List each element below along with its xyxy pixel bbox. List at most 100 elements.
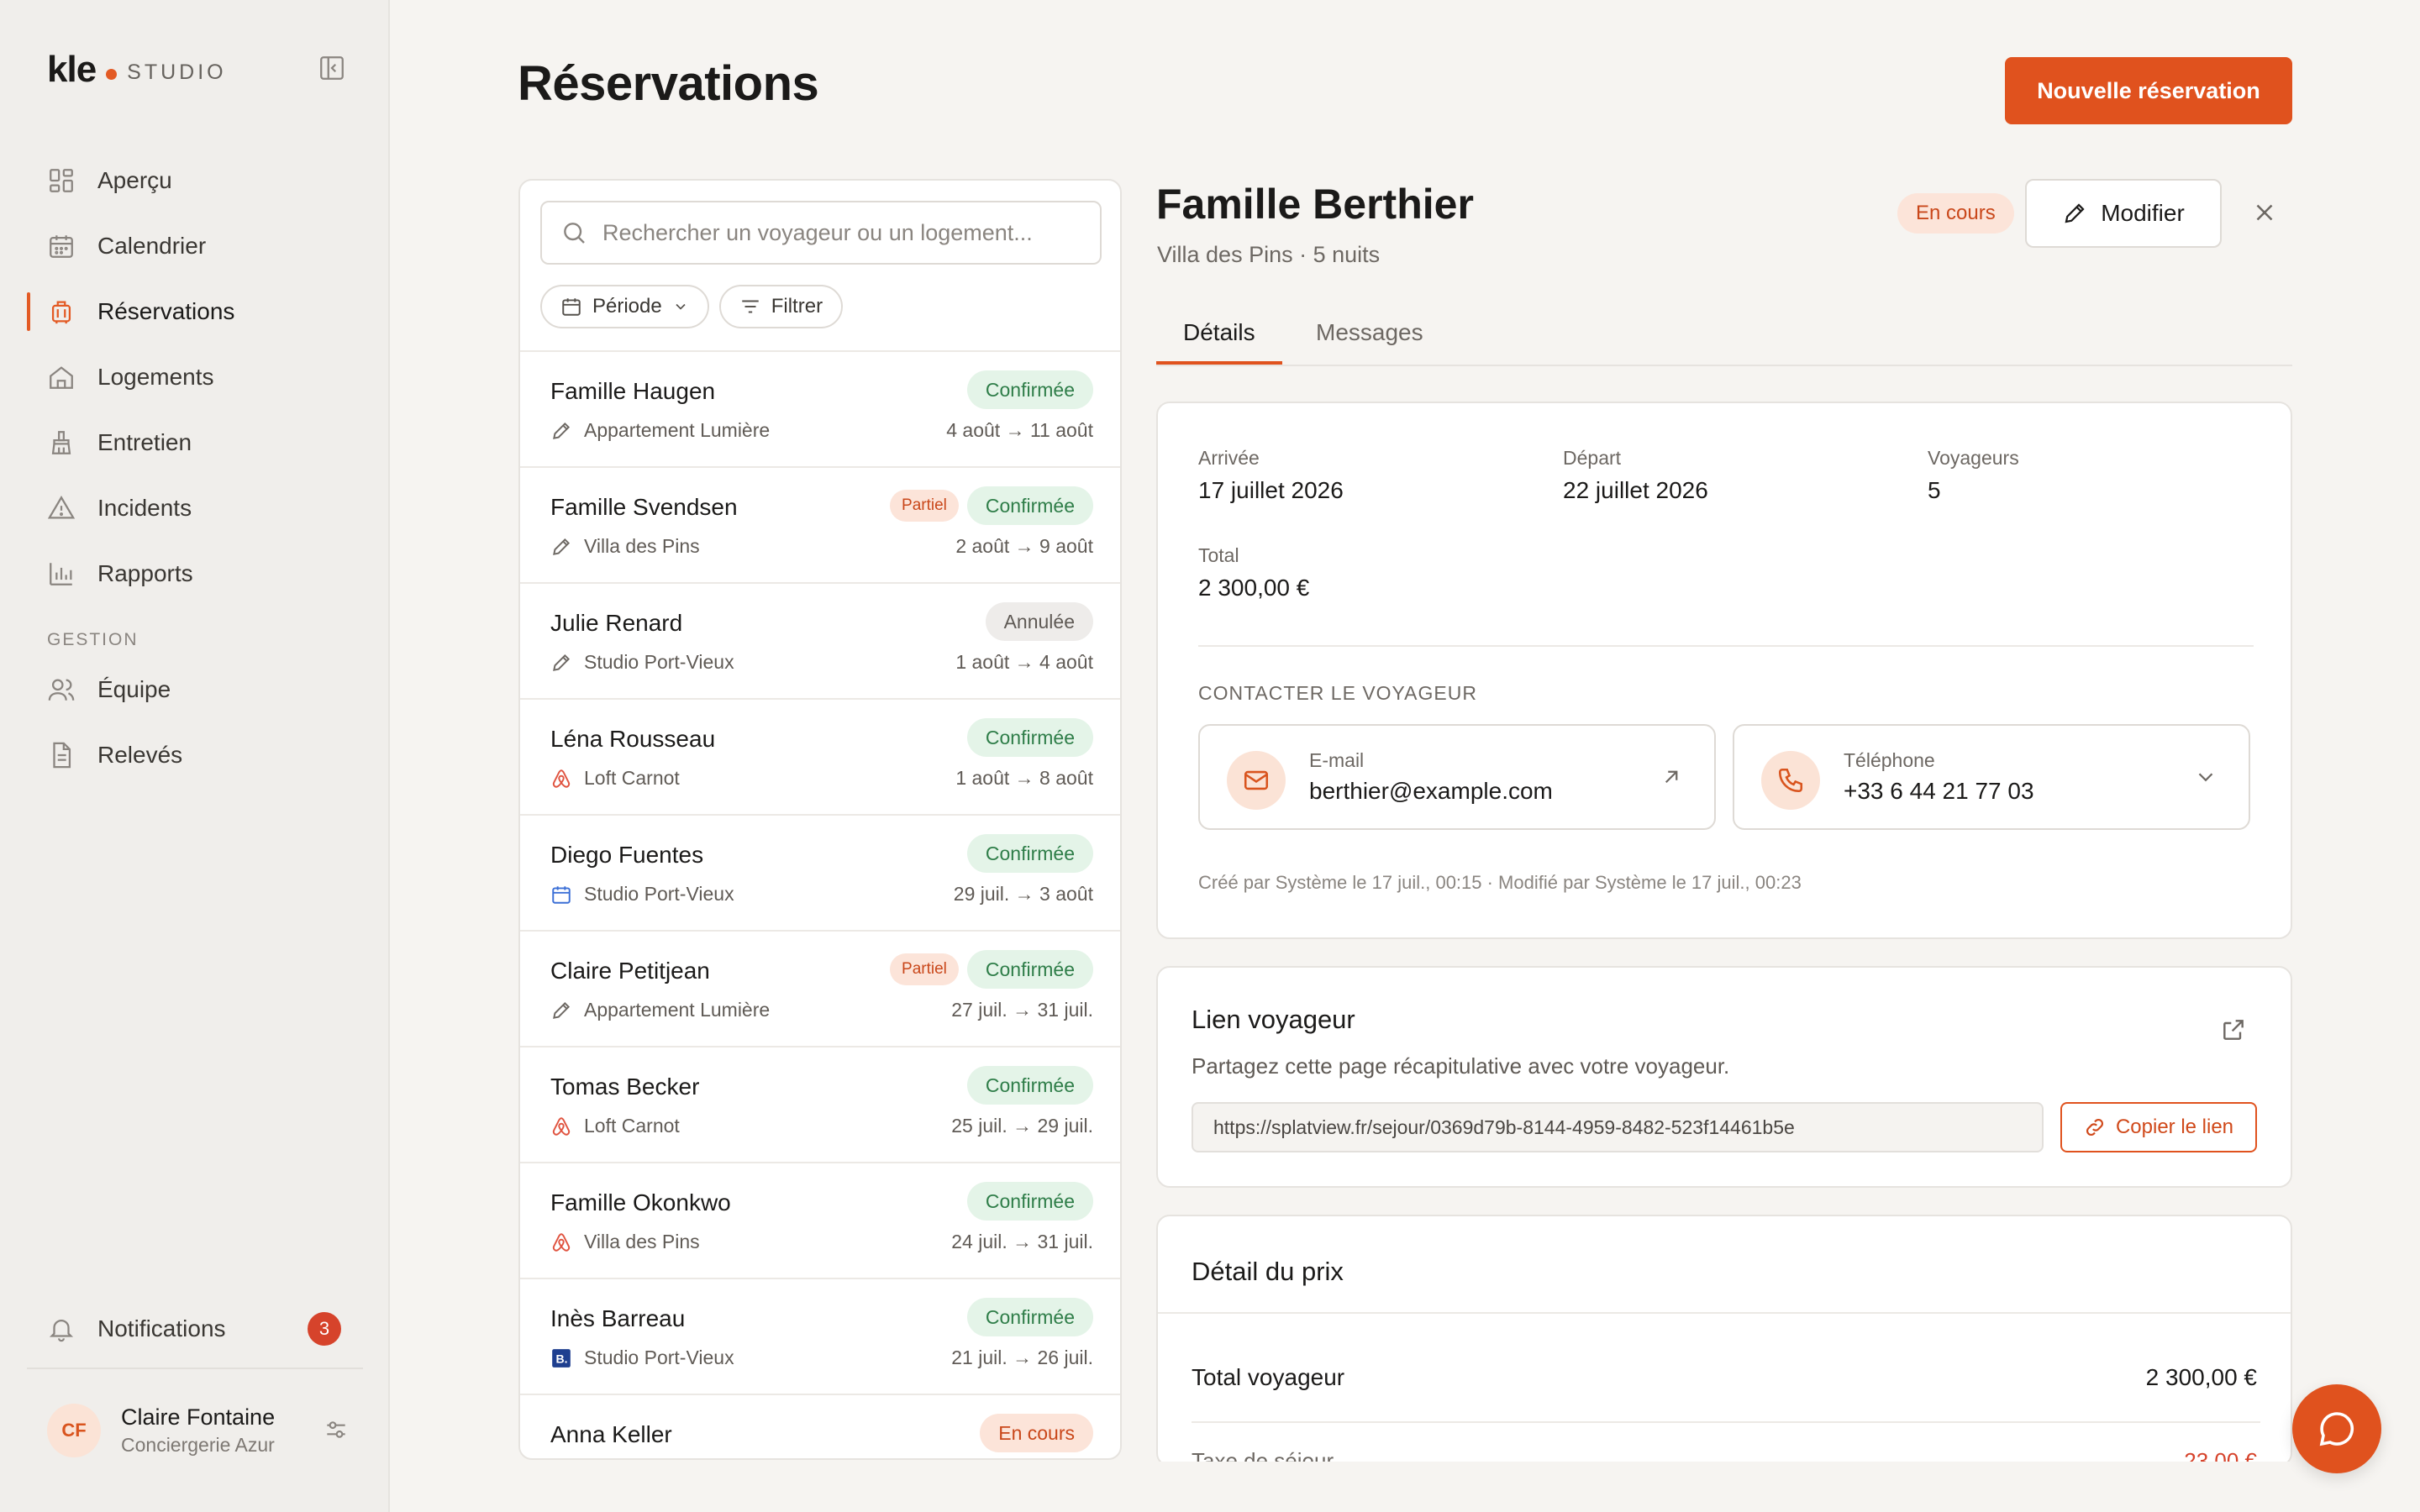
property-line: Studio Port-Vieux xyxy=(550,651,734,674)
reservation-row[interactable]: Julie Renard Annulée Studio Port-Vieux 1 ao… xyxy=(520,582,1120,698)
departure-label: Départ xyxy=(1563,447,1622,469)
search-input[interactable] xyxy=(602,219,1073,246)
chat-button[interactable] xyxy=(2292,1384,2381,1473)
bar-chart-icon xyxy=(47,559,76,588)
guests-value: 5 xyxy=(1928,477,1941,503)
link-icon xyxy=(2084,1116,2106,1138)
guest-link-url-field[interactable]: https://splatview.fr/sejour/0369d79b-814… xyxy=(1192,1102,2044,1152)
reservation-row[interactable]: Tomas Becker Confirmée Loft Carnot 25 juil.… xyxy=(520,1046,1120,1162)
new-reservation-button[interactable]: Nouvelle réservation xyxy=(2005,57,2292,124)
row-badges: Confirmée xyxy=(959,834,1093,873)
calendar-icon xyxy=(550,884,572,906)
user-profile[interactable]: CF Claire Fontaine Conciergerie Azur xyxy=(47,1401,350,1460)
home-icon xyxy=(47,363,76,391)
sidebar-item-reservations[interactable]: Réservations xyxy=(27,279,363,344)
collapse-sidebar-icon[interactable] xyxy=(318,54,346,82)
tab-details[interactable]: Détails xyxy=(1183,319,1255,345)
reservation-list: Famille Haugen Confirmée Appartement Lumiè… xyxy=(520,350,1120,1458)
external-link-icon[interactable] xyxy=(2220,1016,2247,1043)
property-line: Appartement Lumière xyxy=(550,419,770,442)
property-name: Studio Port-Vieux xyxy=(584,1347,734,1368)
sidebar-item-entretien[interactable]: Entretien xyxy=(27,410,363,475)
property-line: Villa des Pins xyxy=(550,1231,700,1253)
phone-contact[interactable]: Téléphone +33 6 44 21 77 03 xyxy=(1733,724,2250,830)
tab-messages[interactable]: Messages xyxy=(1316,319,1423,345)
edit-button[interactable]: Modifier xyxy=(2025,179,2222,248)
phone-label: Téléphone xyxy=(1844,749,1935,771)
guest-name: Inès Barreau xyxy=(550,1305,686,1331)
property-name: Studio Port-Vieux xyxy=(584,651,734,673)
sidebar-item-label: Entretien xyxy=(97,429,192,455)
copy-link-label: Copier le lien xyxy=(2115,1116,2234,1138)
sidebar-item-equipe[interactable]: Équipe xyxy=(27,657,363,722)
reservation-row[interactable]: Famille Okonkwo Confirmée Villa des Pins 24… xyxy=(520,1162,1120,1278)
row-badges: Partiel Confirmée xyxy=(881,950,1093,989)
guest-link-card: Lien voyageur Partagez cette page récapi… xyxy=(1156,966,2292,1188)
reservation-row[interactable]: Famille Svendsen Partiel Confirmée Villa de… xyxy=(520,466,1120,582)
page-title: Réservations xyxy=(518,56,819,111)
chat-bubble-icon xyxy=(2319,1412,2354,1446)
email-contact[interactable]: E-mail berthier@example.com xyxy=(1198,724,1716,830)
svg-text:B.: B. xyxy=(556,1352,568,1365)
email-label: E-mail xyxy=(1309,749,1365,771)
reservation-row[interactable]: Léna Rousseau Confirmée Loft Carnot 1 août … xyxy=(520,698,1120,814)
row-badges: Confirmée xyxy=(959,1182,1093,1221)
sidebar: kle STUDIO Aperçu Calendrier Réservation… xyxy=(0,0,390,1512)
row-badges: Confirmée xyxy=(959,370,1093,409)
reservation-row[interactable]: Inès Barreau Confirmée B. Studio Port-Vieux… xyxy=(520,1278,1120,1394)
search-box[interactable] xyxy=(540,201,1102,265)
reservation-list-panel: Période Filtrer Famille Haugen Confirmée A… xyxy=(518,179,1122,1460)
price-line-label: Taxe de séjour xyxy=(1192,1448,1334,1467)
sidebar-item-apercu[interactable]: Aperçu xyxy=(27,148,363,213)
sidebar-item-notifications[interactable]: Notifications 3 xyxy=(27,1296,363,1362)
airbnb-icon xyxy=(550,1231,572,1253)
mail-icon xyxy=(1227,751,1286,810)
reservation-row[interactable]: Famille Haugen Confirmée Appartement Lumiè… xyxy=(520,350,1120,466)
sidebar-item-label: Aperçu xyxy=(97,167,172,193)
period-filter-button[interactable]: Période xyxy=(540,285,709,328)
chevron-down-icon[interactable] xyxy=(2193,764,2218,790)
reservation-info-card: Arrivée 17 juillet 2026 Départ 22 juille… xyxy=(1156,402,2292,939)
stay-dates: 24 juil. → 31 juil. xyxy=(951,1231,1093,1252)
reservation-row[interactable]: Diego Fuentes Confirmée Studio Port-Vieux 2… xyxy=(520,814,1120,930)
filter-button[interactable]: Filtrer xyxy=(718,285,844,328)
sidebar-item-label: Relevés xyxy=(97,742,183,768)
property-name: Loft Carnot xyxy=(584,1115,680,1137)
pencil-icon xyxy=(550,536,572,558)
sliders-icon[interactable] xyxy=(323,1416,350,1443)
status-badge: Annulée xyxy=(985,602,1093,641)
divider xyxy=(1158,1312,2291,1314)
phone-value: +33 6 44 21 77 03 xyxy=(1844,778,2034,804)
status-badge: Confirmée xyxy=(966,718,1093,757)
status-badge: En cours xyxy=(980,1414,1093,1452)
guest-name: Tomas Becker xyxy=(550,1074,700,1100)
phone-icon xyxy=(1761,751,1820,810)
sidebar-section-label: GESTION xyxy=(47,630,139,649)
sidebar-item-label: Rapports xyxy=(97,560,193,586)
status-badge: Confirmée xyxy=(966,370,1093,409)
sidebar-item-logements[interactable]: Logements xyxy=(27,344,363,410)
divider xyxy=(1198,645,2254,647)
arrival-value: 17 juillet 2026 xyxy=(1198,477,1344,503)
detail-title: Famille Berthier xyxy=(1156,181,1474,228)
copy-link-button[interactable]: Copier le lien xyxy=(2060,1102,2257,1152)
stay-dates: 21 juil. → 26 juil. xyxy=(951,1347,1093,1368)
sidebar-item-calendrier[interactable]: Calendrier xyxy=(27,213,363,279)
close-icon[interactable] xyxy=(2250,198,2279,227)
sidebar-item-releves[interactable]: Relevés xyxy=(27,722,363,788)
row-badges: Annulée xyxy=(977,602,1093,641)
status-badge: En cours xyxy=(1897,193,2014,234)
reservation-row[interactable]: Claire Petitjean Partiel Confirmée Appartem… xyxy=(520,930,1120,1046)
sidebar-item-incidents[interactable]: Incidents xyxy=(27,475,363,541)
grid-icon xyxy=(47,166,76,195)
property-name: Studio Port-Vieux xyxy=(584,883,734,905)
stay-dates: 2 août → 9 août xyxy=(955,535,1093,557)
guest-name: Claire Petitjean xyxy=(550,958,710,984)
property-name: Appartement Lumière xyxy=(584,999,771,1021)
guest-name: Diego Fuentes xyxy=(550,842,704,868)
reservation-row[interactable]: Anna Keller En cours xyxy=(520,1394,1120,1458)
sidebar-item-rapports[interactable]: Rapports xyxy=(27,541,363,606)
sidebar-item-label: Logements xyxy=(97,364,214,390)
arrow-up-right-icon[interactable] xyxy=(1659,764,1684,790)
brand-logo[interactable]: kle STUDIO xyxy=(47,49,227,91)
